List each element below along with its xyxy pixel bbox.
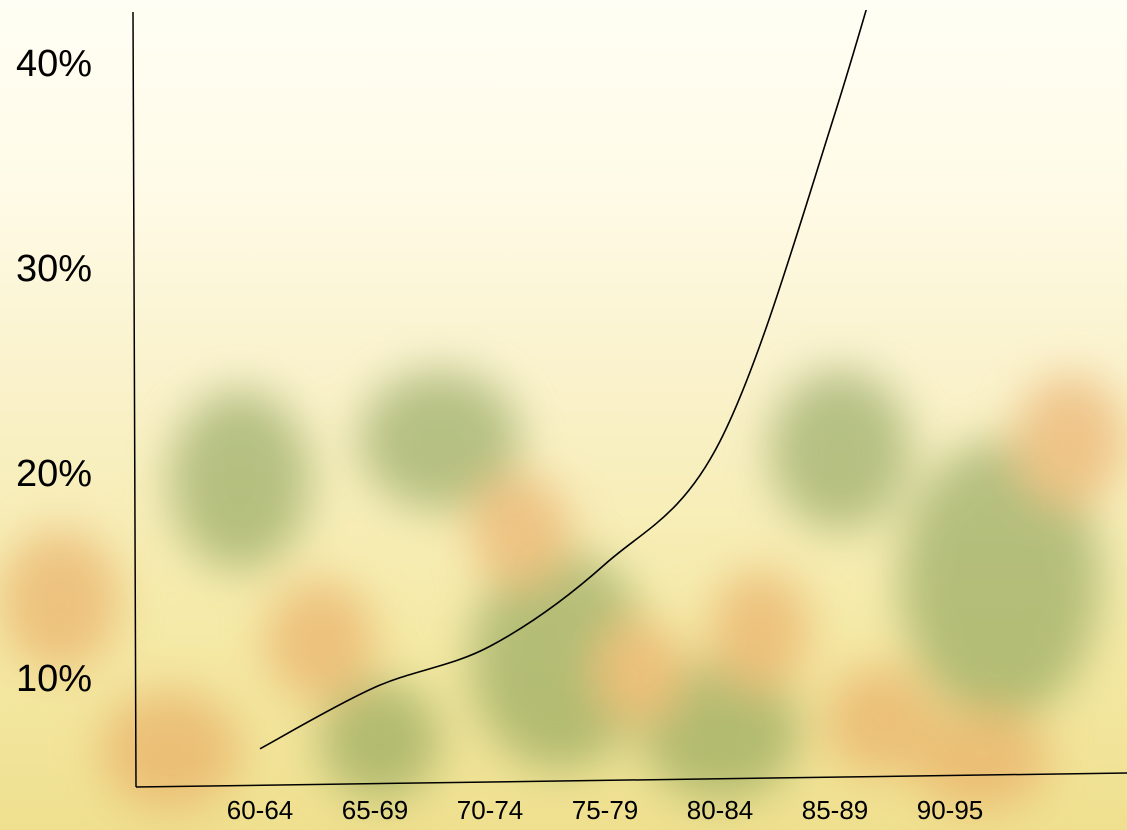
foliage-blob [170,390,310,570]
foliage-blob [910,710,1050,810]
x-tick-label: 80-84 [687,795,754,825]
series-line [259,10,867,750]
y-tick-labels: 10% 20% 30% 40% [16,43,92,700]
foliage-blob [265,580,375,700]
foliage-blob [0,530,120,670]
y-tick-label: 10% [16,658,92,700]
y-tick-label: 40% [16,43,92,85]
foliage-blob [470,475,570,585]
series-layer [259,10,867,750]
foliage-blob [825,665,935,775]
x-tick-label: 90-95 [917,795,984,825]
x-axis [135,772,1127,788]
foliage-blob [595,620,685,720]
x-tick-label: 75-79 [572,795,639,825]
x-tick-labels: 60-64 65-69 70-74 75-79 80-84 85-89 90-95 [227,795,984,825]
foliage-blob [100,690,240,810]
foliage-blob [710,570,810,690]
foliage-blob [360,370,520,510]
foliage-blob [900,440,1100,720]
x-tick-label: 60-64 [227,795,294,825]
x-tick-label: 65-69 [342,795,409,825]
x-tick-label: 70-74 [457,795,524,825]
foliage-blob [320,680,440,800]
x-tick-label: 85-89 [802,795,869,825]
y-axis [132,11,137,788]
foliage-blob [770,370,910,530]
foliage-blob [1015,375,1125,505]
y-tick-label: 30% [16,248,92,290]
y-tick-label: 20% [16,453,92,495]
foliage-blob [470,550,650,770]
background-foliage-image [0,370,1125,810]
foliage-blob [640,660,800,800]
